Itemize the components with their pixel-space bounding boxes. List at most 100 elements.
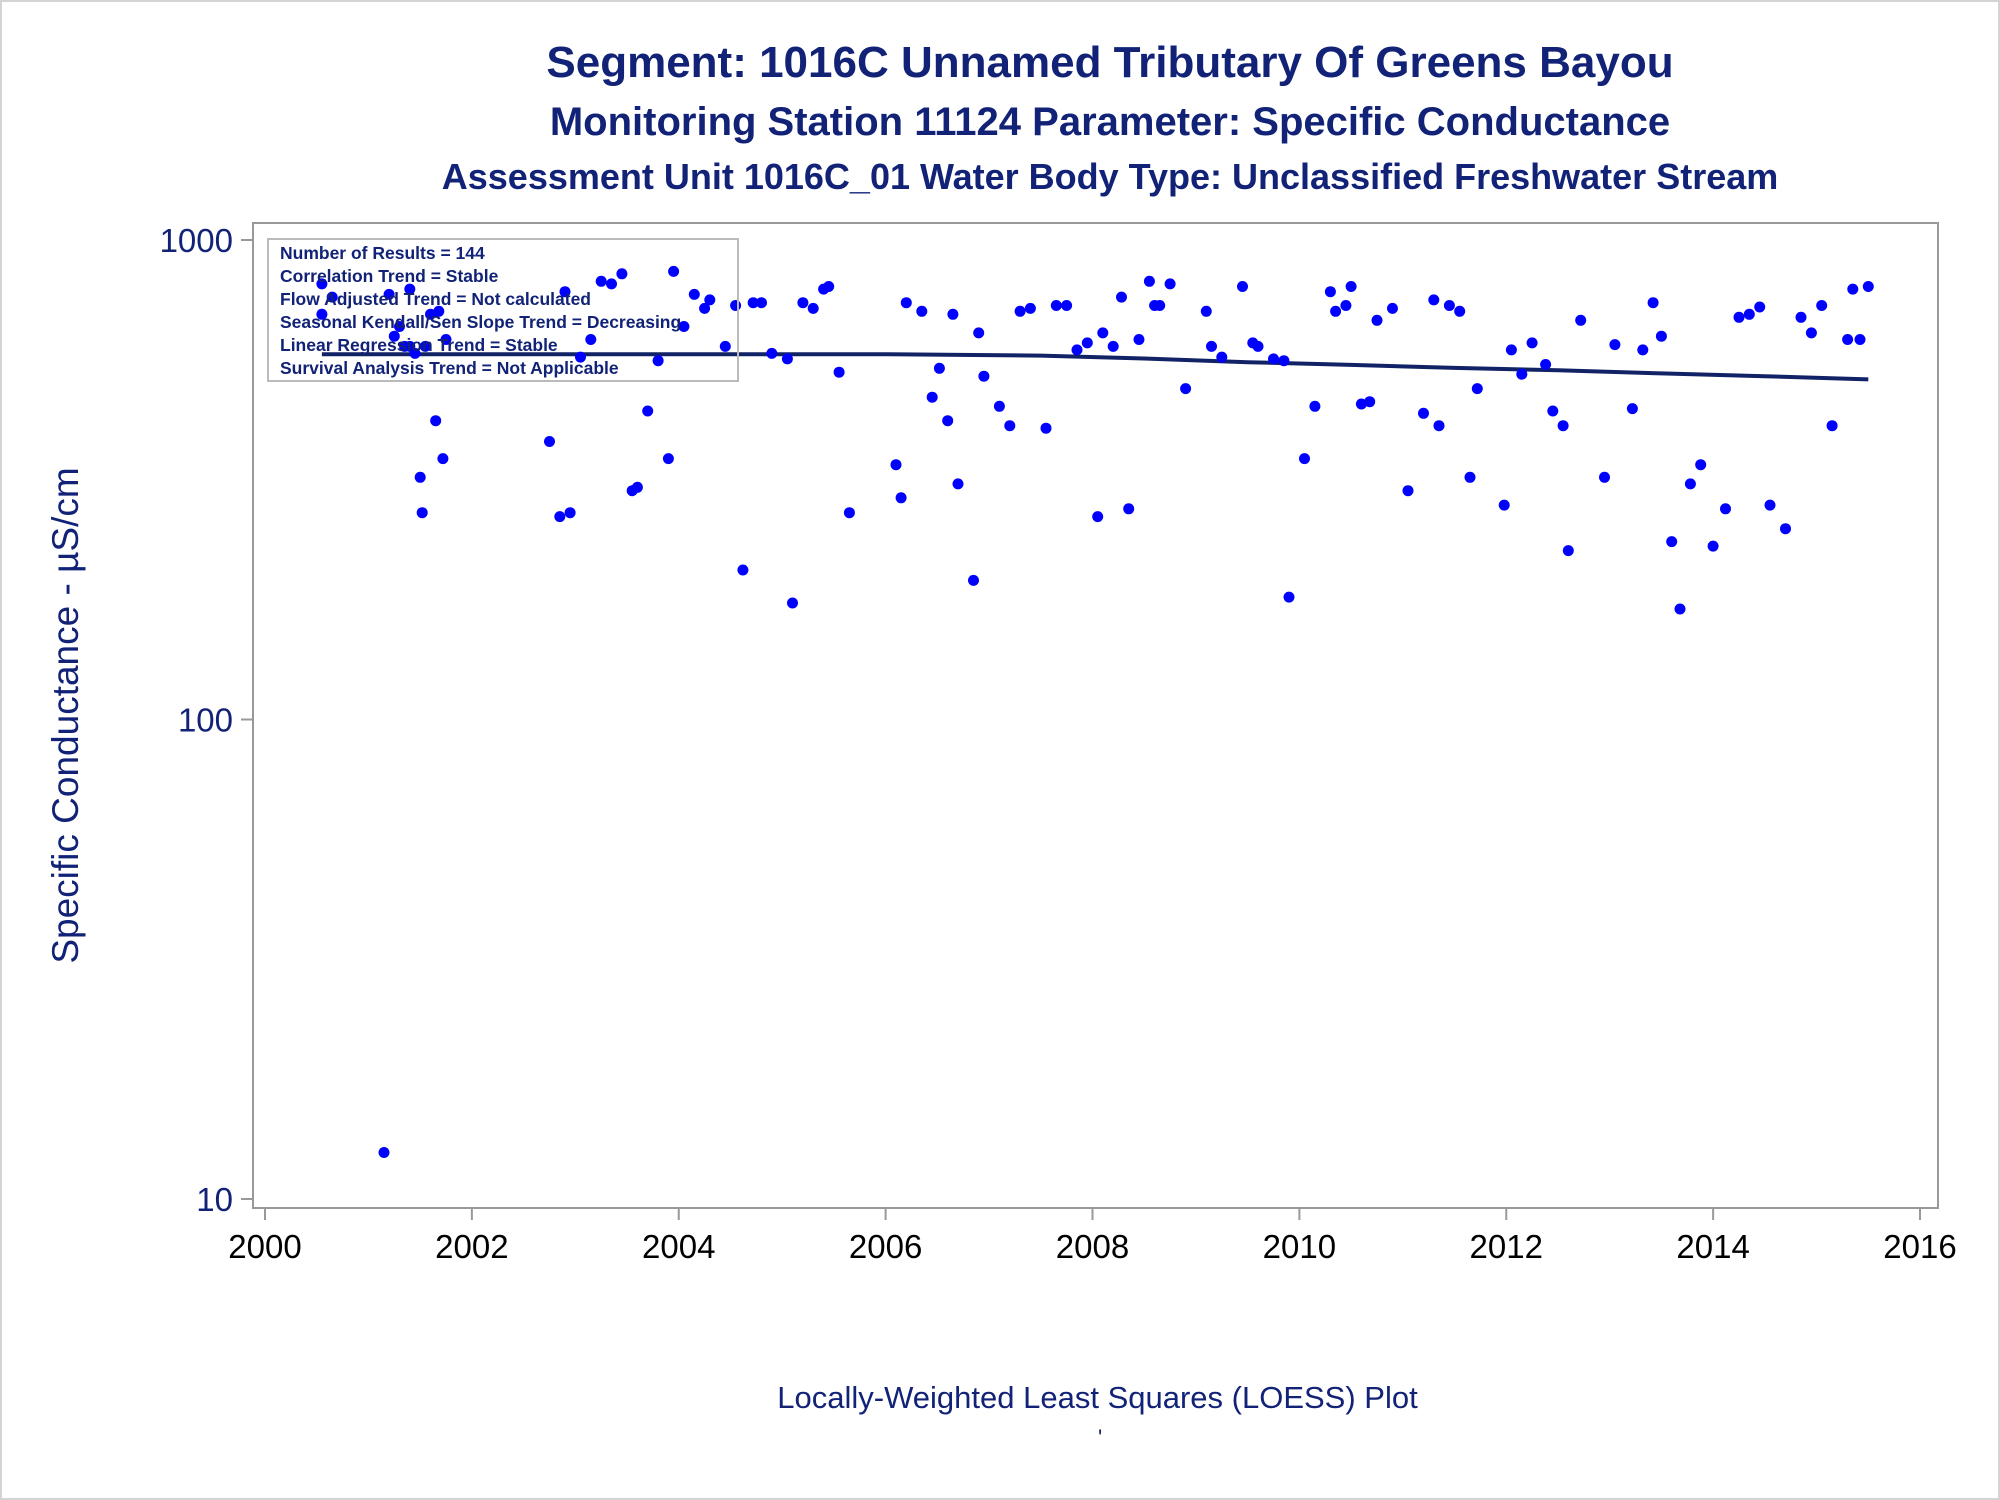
data-point (1180, 383, 1192, 395)
data-point (1674, 603, 1686, 615)
data-point (1004, 420, 1016, 432)
data-point (1237, 281, 1248, 292)
data-point (585, 334, 597, 345)
data-point (1283, 591, 1295, 603)
stats-line: Survival Analysis Trend = Not Applicable (280, 358, 619, 378)
x-tick-label: 2010 (1263, 1228, 1336, 1265)
x-tick-label: 2016 (1883, 1228, 1956, 1265)
data-point (1780, 523, 1791, 535)
data-point (652, 355, 664, 367)
data-point (900, 297, 912, 309)
data-point (1720, 503, 1731, 515)
data-point (895, 492, 907, 504)
data-point (1330, 305, 1342, 317)
data-point (978, 370, 990, 382)
data-point (1433, 420, 1445, 432)
data-point (394, 321, 405, 332)
data-point (719, 340, 731, 352)
data-point (890, 459, 902, 471)
data-point (1123, 503, 1135, 515)
data-point (554, 511, 566, 523)
data-point (678, 321, 690, 332)
data-point (1842, 334, 1854, 345)
data-point (1014, 305, 1026, 317)
data-point (1795, 311, 1807, 323)
y-axis-label: Specific Conductance - µS/cm (45, 467, 86, 963)
data-point (1268, 353, 1279, 365)
data-point (1040, 422, 1052, 434)
data-point (1609, 339, 1621, 351)
data-point (781, 353, 793, 365)
data-point (1299, 453, 1310, 465)
data-point (947, 308, 959, 320)
stats-line: Number of Results = 144 (280, 243, 485, 263)
data-point (1143, 275, 1155, 287)
data-point (1097, 327, 1109, 339)
data-point (968, 574, 979, 586)
data-point (916, 305, 928, 317)
data-point (1754, 301, 1766, 313)
data-point (1107, 340, 1119, 352)
chart-title: Segment: 1016C Unnamed Tributary Of Gree… (546, 38, 1674, 87)
x-tick-label: 2002 (435, 1228, 508, 1265)
data-point (1637, 344, 1649, 356)
data-point (1464, 471, 1476, 483)
data-point (688, 288, 700, 300)
x-tick-label: 2006 (849, 1228, 922, 1265)
data-point (1081, 337, 1093, 349)
stats-box (267, 238, 739, 382)
data-point (419, 340, 431, 352)
data-point (737, 564, 749, 576)
data-point (1061, 300, 1073, 311)
data-point (756, 297, 767, 309)
data-point (383, 288, 395, 300)
data-point (316, 308, 328, 320)
data-point (416, 507, 428, 519)
stats-line: Linear Regression Trend = Stable (280, 335, 558, 355)
x-tick-label: 2014 (1676, 1228, 1749, 1265)
data-point (662, 453, 674, 465)
data-point (1805, 327, 1817, 339)
data-point (1443, 300, 1455, 311)
data-point (1847, 283, 1859, 295)
data-point (1340, 300, 1352, 311)
data-point (409, 347, 421, 359)
data-point (1826, 420, 1838, 432)
data-point (1371, 314, 1383, 326)
data-point (1164, 278, 1176, 290)
data-point (1547, 405, 1559, 417)
data-point (414, 471, 426, 483)
data-point (1355, 398, 1367, 410)
data-point (1764, 499, 1776, 511)
data-point (1626, 403, 1638, 415)
plot-area (252, 222, 1939, 1209)
data-point (1050, 300, 1062, 311)
data-point (1200, 305, 1212, 317)
data-point (1387, 302, 1398, 314)
data-point (1071, 344, 1083, 356)
data-point (1862, 281, 1874, 292)
y-tick-label: 100 (178, 702, 233, 739)
data-point (833, 366, 845, 378)
data-point (1666, 536, 1678, 548)
data-point (1707, 540, 1719, 552)
data-point (942, 415, 954, 427)
data-point (544, 436, 555, 447)
data-point (730, 300, 742, 311)
data-point (1364, 396, 1376, 408)
data-point (559, 286, 571, 298)
data-point (787, 597, 798, 609)
data-point (1599, 471, 1610, 483)
data-point (564, 507, 576, 519)
data-point (430, 415, 442, 427)
data-point (1324, 286, 1336, 298)
data-point (1816, 300, 1828, 311)
data-point (316, 278, 328, 290)
stats-line: Seasonal Kendall/Sen Slope Trend = Decre… (280, 312, 681, 332)
data-point (1854, 334, 1866, 345)
data-point (747, 297, 759, 309)
x-tick-label: 2008 (1056, 1228, 1129, 1265)
data-point (1526, 337, 1538, 349)
